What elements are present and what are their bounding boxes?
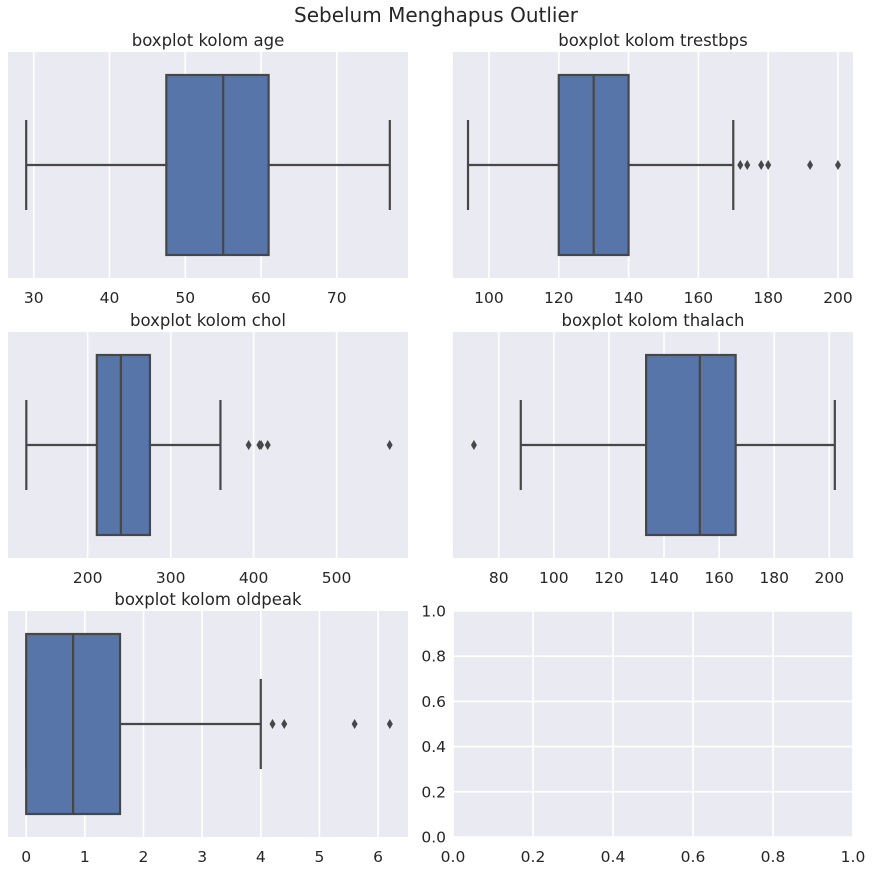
x-tick-label: 4 bbox=[256, 848, 266, 866]
outlier-point bbox=[386, 440, 393, 450]
y-tick-label: 0.6 bbox=[421, 693, 446, 711]
iqr-box bbox=[645, 353, 737, 537]
outlier-point bbox=[269, 719, 276, 729]
subplot-title: boxplot kolom thalach bbox=[561, 311, 744, 330]
x-tick-label: 200 bbox=[823, 289, 853, 307]
x-tick-label: 100 bbox=[474, 289, 504, 307]
x-tick-label: 180 bbox=[759, 569, 789, 587]
subplot-title: boxplot kolom age bbox=[132, 31, 285, 50]
outlier-point bbox=[245, 440, 252, 450]
x-tick-label: 60 bbox=[251, 289, 271, 307]
x-tick-label: 120 bbox=[594, 569, 624, 587]
x-tick-label: 2 bbox=[139, 848, 149, 866]
x-tick-label: 140 bbox=[614, 289, 644, 307]
x-tick-label: 1.0 bbox=[841, 848, 866, 866]
x-tick-label: 0 bbox=[21, 848, 31, 866]
y-tick-label: 0.4 bbox=[421, 738, 446, 756]
x-tick-label: 80 bbox=[489, 569, 509, 587]
x-tick-label: 0.2 bbox=[521, 848, 546, 866]
outlier-point bbox=[744, 160, 751, 170]
subplot-title: boxplot kolom oldpeak bbox=[114, 590, 302, 609]
subplot-6: 0.0 0.2 0.4 0.6 0.8 1.0 0.0 0.2 0.4 0.6 0.8 1.0 bbox=[421, 603, 865, 867]
x-tick-label: 0.6 bbox=[681, 848, 706, 866]
outlier-point bbox=[470, 440, 477, 450]
x-tick-label: 400 bbox=[239, 569, 269, 587]
x-tick-label: 70 bbox=[327, 289, 347, 307]
x-tick-label: 180 bbox=[753, 289, 783, 307]
y-tick-label: 0.2 bbox=[421, 783, 446, 801]
subplot-1: 30 40 50 60 70 boxplot kolom age bbox=[8, 31, 408, 307]
x-tick-label: 0.4 bbox=[601, 848, 626, 866]
x-tick-label: 5 bbox=[314, 848, 324, 866]
outlier-point bbox=[351, 719, 358, 729]
outlier-point bbox=[258, 440, 265, 450]
subplot-5: 0 1 2 3 4 5 6 boxplot kolom oldpeak bbox=[8, 590, 408, 866]
outlier-point bbox=[765, 160, 772, 170]
x-tick-label: 200 bbox=[815, 569, 845, 587]
outlier-point bbox=[281, 719, 288, 729]
x-tick-label: 200 bbox=[73, 569, 103, 587]
x-tick-label: 30 bbox=[24, 289, 44, 307]
subplot-4: 80 100 120 140 160 180 200 boxplot kolom thalac… bbox=[453, 311, 853, 587]
x-tick-label: 160 bbox=[704, 569, 734, 587]
subplot-3: 200 300 400 500 boxplot kolom chol bbox=[8, 311, 408, 587]
x-tick-label: 300 bbox=[156, 569, 186, 587]
axes-background bbox=[453, 611, 853, 837]
x-tick-label: 6 bbox=[373, 848, 383, 866]
x-tick-label: 3 bbox=[197, 848, 207, 866]
outlier-point bbox=[758, 160, 765, 170]
x-tick-label: 0.0 bbox=[441, 848, 466, 866]
x-tick-label: 0.8 bbox=[761, 848, 786, 866]
iqr-box bbox=[95, 353, 152, 537]
outlier-point bbox=[807, 160, 814, 170]
outlier-point bbox=[737, 160, 744, 170]
y-tick-label: 1.0 bbox=[421, 603, 446, 621]
x-tick-label: 1 bbox=[80, 848, 90, 866]
x-tick-label: 160 bbox=[684, 289, 714, 307]
x-tick-label: 100 bbox=[539, 569, 569, 587]
subplot-title: boxplot kolom chol bbox=[130, 311, 286, 330]
subplot-title: boxplot kolom trestbps bbox=[558, 31, 747, 50]
y-tick-label: 0.0 bbox=[421, 829, 446, 847]
x-tick-label: 40 bbox=[100, 289, 120, 307]
outlier-point bbox=[264, 440, 271, 450]
outlier-point bbox=[386, 719, 393, 729]
x-tick-label: 120 bbox=[544, 289, 574, 307]
iqr-box bbox=[165, 73, 270, 257]
y-tick-label: 0.8 bbox=[421, 648, 446, 666]
x-tick-label: 500 bbox=[322, 569, 352, 587]
outlier-point bbox=[834, 160, 841, 170]
subplot-2: 100 120 140 160 180 200 boxplot kolom trestbps bbox=[453, 31, 853, 307]
x-tick-label: 50 bbox=[175, 289, 195, 307]
x-tick-label: 140 bbox=[649, 569, 679, 587]
figure-suptitle: Sebelum Menghapus Outlier bbox=[294, 3, 579, 27]
